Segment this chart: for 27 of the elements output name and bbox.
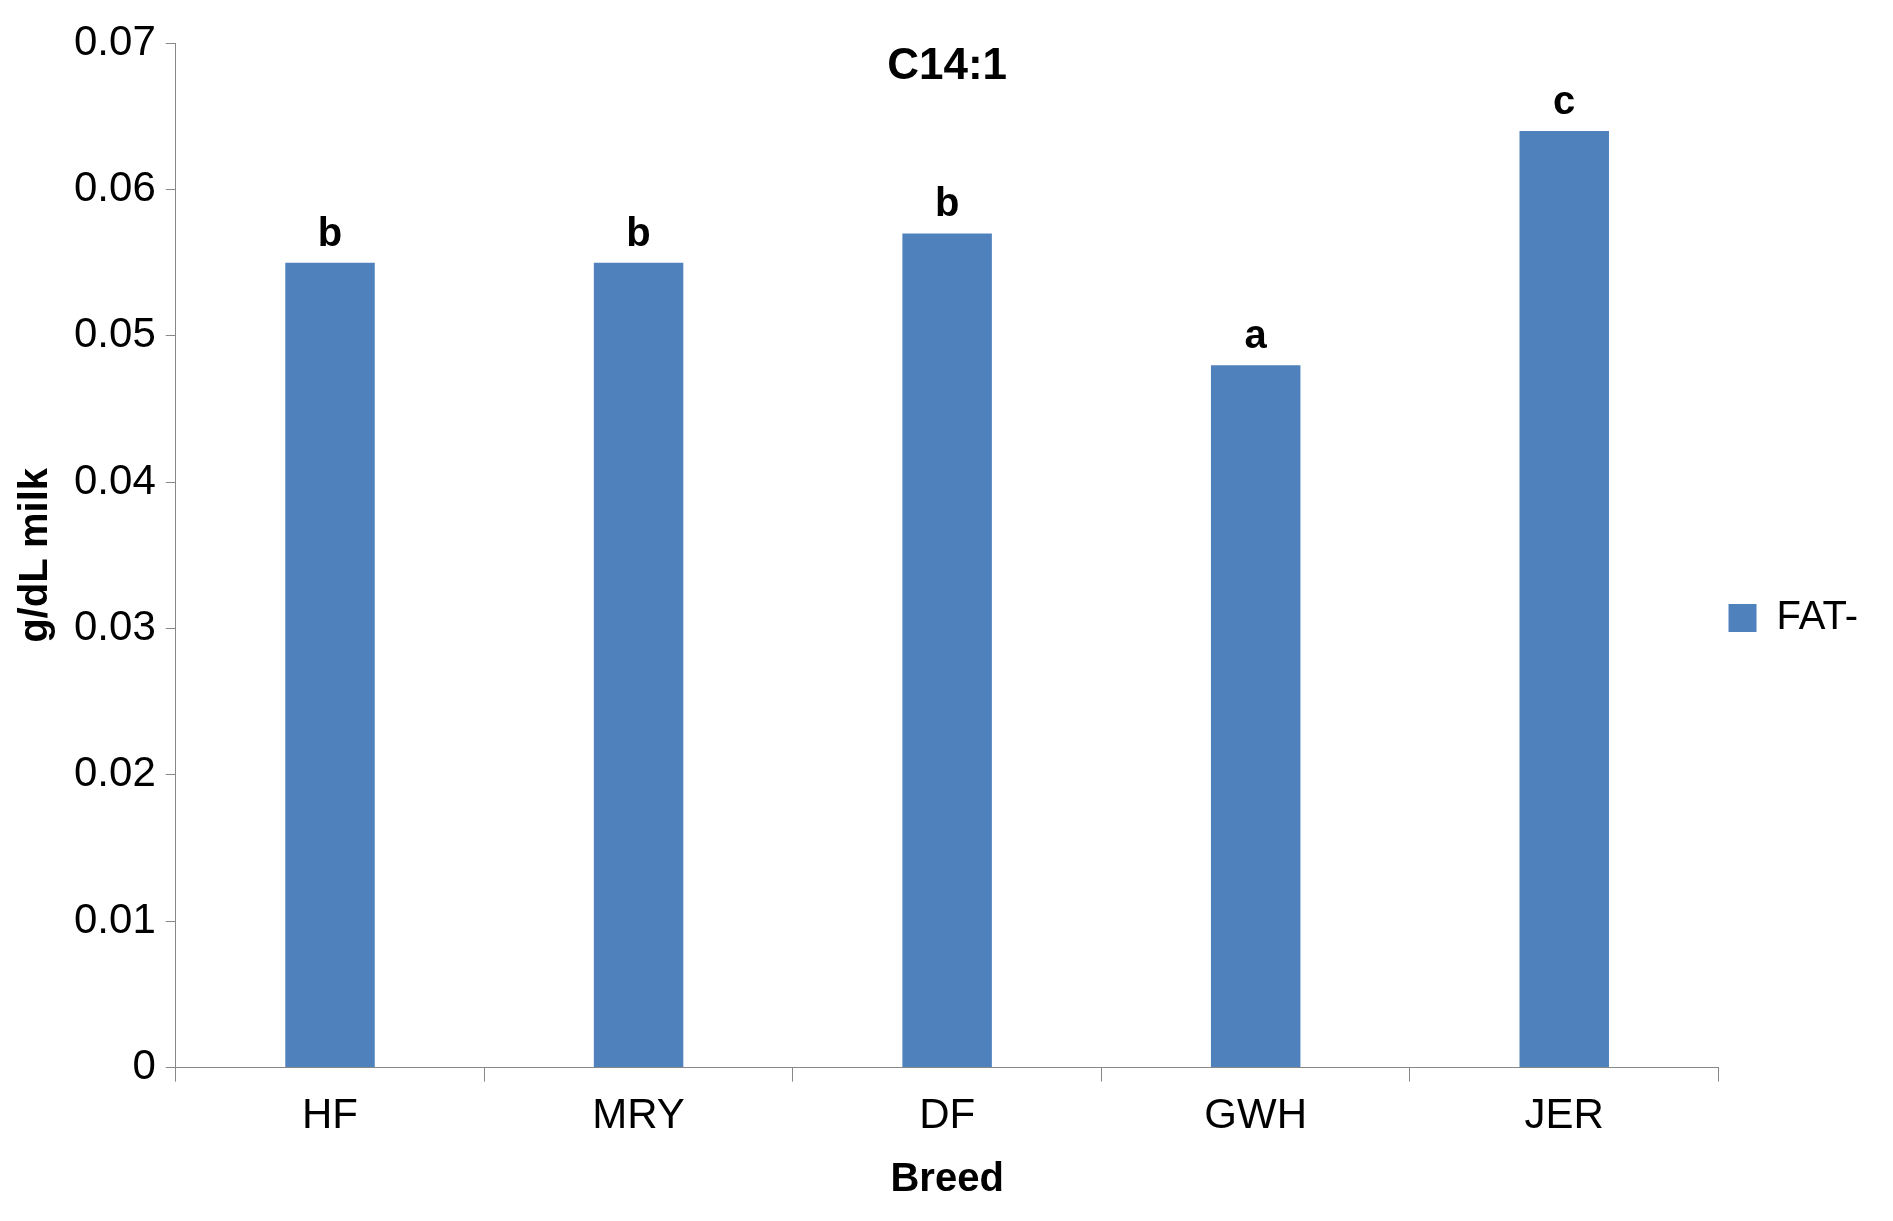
annotation: c xyxy=(1553,78,1576,123)
x-tick-label: HF xyxy=(302,1090,359,1138)
y-tick-label: 0.03 xyxy=(73,602,156,650)
chart-title: C14:1 xyxy=(887,39,1008,89)
y-tick-label: 0.01 xyxy=(73,894,156,942)
bar xyxy=(902,233,992,1068)
y-tick-label: 0.05 xyxy=(73,309,156,357)
legend-label: FAT- xyxy=(1776,593,1858,638)
annotation: b xyxy=(626,209,651,254)
y-tick-label: 0.02 xyxy=(73,748,156,796)
y-tick-label: 0.04 xyxy=(73,455,156,503)
bar xyxy=(593,262,684,1068)
x-tick-label: MRY xyxy=(592,1090,685,1138)
x-tick-label: GWH xyxy=(1204,1090,1308,1138)
annotation: b xyxy=(934,180,960,225)
x-tick-label: JER xyxy=(1524,1090,1604,1138)
annotation: b xyxy=(317,209,343,254)
y-tick-label: 0 xyxy=(132,1041,156,1089)
y-tick-label: 0.06 xyxy=(73,163,156,211)
bar xyxy=(1210,365,1301,1068)
bar xyxy=(285,262,375,1068)
bar xyxy=(1519,131,1609,1068)
x-tick-label: DF xyxy=(919,1090,976,1138)
annotation: a xyxy=(1244,312,1268,357)
y-axis-title: g/dL milk xyxy=(11,467,56,643)
x-axis-title: Breed xyxy=(890,1155,1004,1200)
y-tick-label: 0.07 xyxy=(73,16,156,64)
